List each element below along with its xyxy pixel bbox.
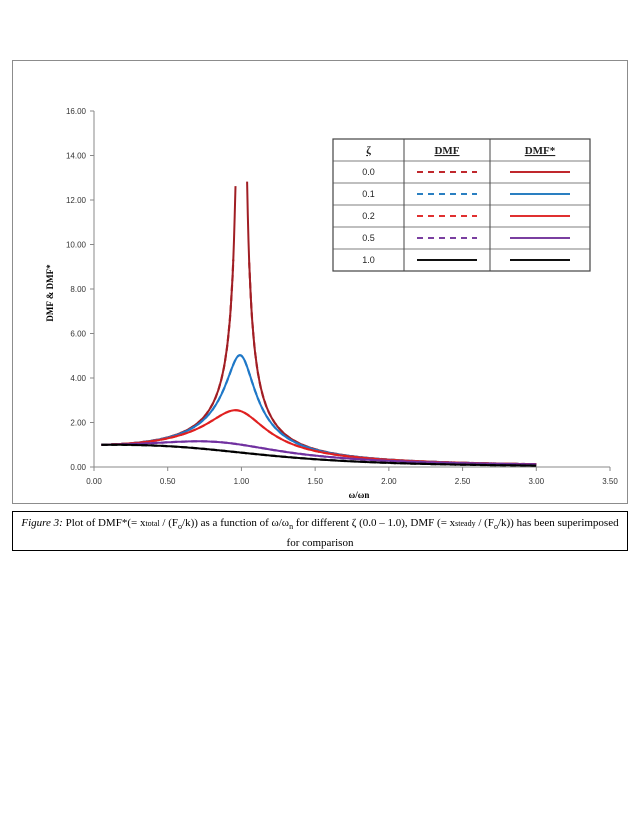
series-line-dmf-zeta-0 [101,259,235,446]
legend-zeta-label: 1.0 [362,255,375,265]
figure-caption: Figure 3: Plot of DMF*(= xtotal / (Fo/k)… [12,511,628,551]
y-axis-title: DMF & DMF* [45,264,55,322]
legend-header: DMF [434,145,459,157]
x-tick-label: 0.50 [160,477,176,486]
series-line-dmfstar-zeta-1 [101,443,537,467]
legend-zeta-label: 0.5 [362,233,375,243]
x-tick-label: 2.50 [455,477,471,486]
y-tick-label: 8.00 [70,285,86,294]
caption-text-5: / (F [475,517,494,529]
x-tick-label: 0.00 [86,477,102,486]
x-tick-label: 2.00 [381,477,397,486]
caption-text-3: /k)) as a function of ω/ω [182,517,290,529]
caption-text-2: / (F [159,517,179,529]
caption-sub-1: total [145,519,160,528]
caption-sub-5: o [493,522,498,532]
caption-text-6: /k)) has been superimposed for compariso… [286,517,619,550]
caption-text-4: for different ζ (0.0 – 1.0), DMF (= x [293,517,456,529]
series-layer [101,181,537,467]
series-line-dmfstar-zeta-0-5 [101,440,537,466]
y-tick-label: 16.00 [66,107,87,116]
x-tick-label: 1.00 [234,477,250,486]
y-tick-label: 10.00 [66,241,87,250]
x-tick-label: 3.00 [528,477,544,486]
legend-header: ζ [366,145,371,157]
x-axis-title: ω/ωn [349,490,370,500]
series-line-dmfstar-zeta-0-1 [101,354,537,466]
y-tick-label: 12.00 [66,196,87,205]
x-tick-label: 3.50 [602,477,618,486]
caption-text-1: Plot of DMF*(= x [62,517,146,529]
x-tick-label: 1.50 [307,477,323,486]
caption-sub-4: steady [455,519,476,528]
series-line-dmf-zeta-0 [248,262,537,466]
chart-frame: 0.00 2.00 4.00 6.00 8.00 10.00 12.00 14.00 16.00… [12,60,628,504]
legend-zeta-label: 0.0 [362,167,375,177]
y-tick-label: 6.00 [70,330,86,339]
caption-sub-3: n [289,522,294,532]
caption-label: Figure 3: [21,517,63,529]
legend-zeta-label: 0.2 [362,211,375,221]
series-line-dmf-zeta-0-1 [101,354,537,466]
y-tick-label: 2.00 [70,419,86,428]
y-tick-label: 14.00 [66,152,87,161]
legend: ζ DMF DMF* 0.0 0.1 0.2 0.5 1.0 [332,138,591,272]
chart-svg: 0.00 2.00 4.00 6.00 8.00 10.00 12.00 14.00 16.00… [45,107,618,500]
legend-zeta-label: 0.1 [362,189,375,199]
axes-layer: 0.00 2.00 4.00 6.00 8.00 10.00 12.00 14.00 16.00… [66,107,618,486]
y-tick-label: 0.00 [70,463,86,472]
caption-sub-2: o [178,522,183,532]
y-tick-label: 4.00 [70,374,86,383]
legend-header: DMF* [525,145,556,157]
